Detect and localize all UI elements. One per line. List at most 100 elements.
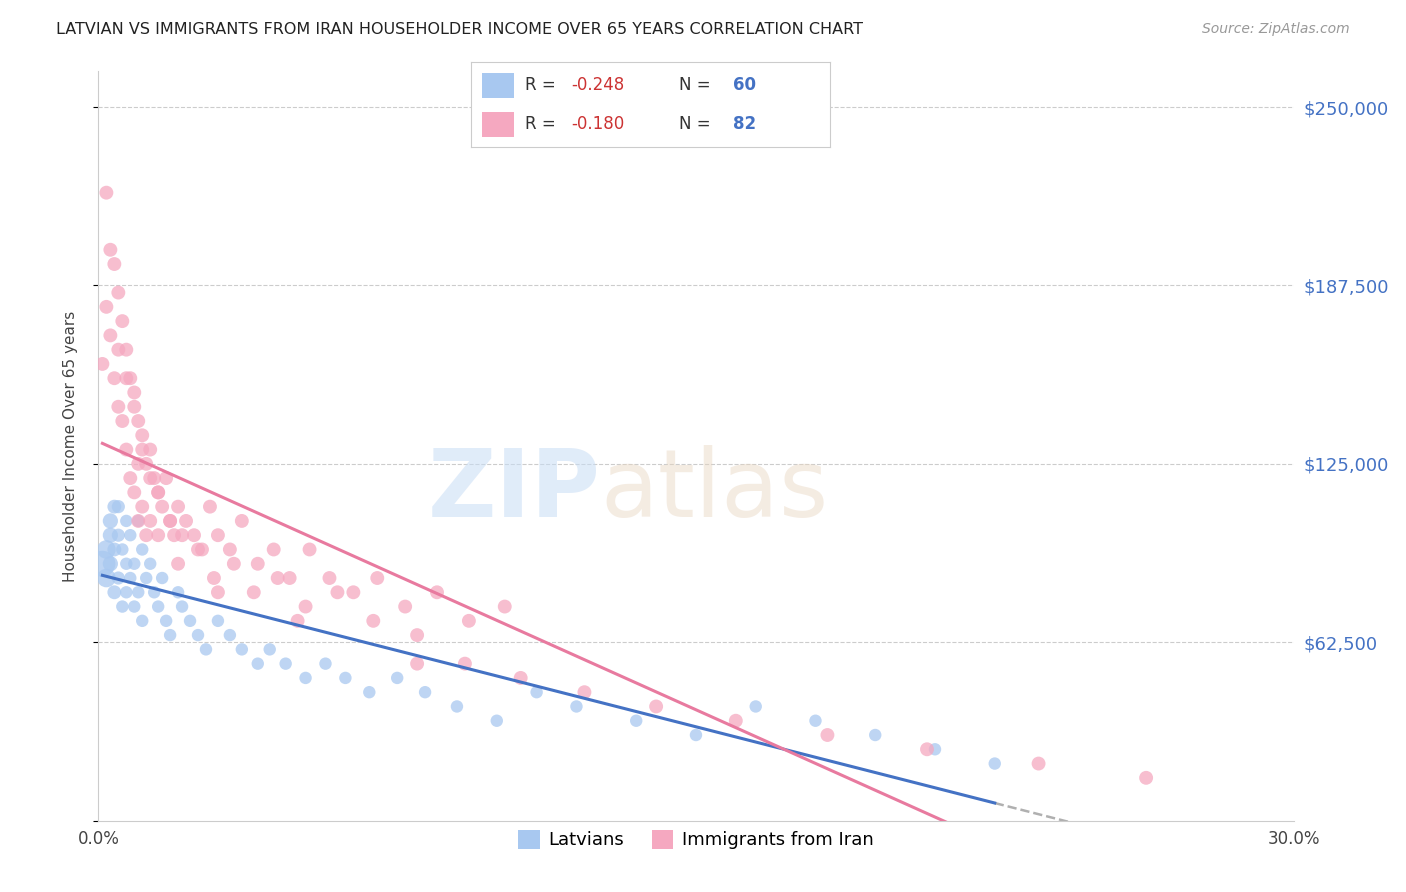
- Point: [318, 571, 340, 585]
- Point: [139, 514, 162, 528]
- Point: [124, 385, 146, 400]
- Point: [91, 357, 114, 371]
- Point: [96, 300, 118, 314]
- Text: atlas: atlas: [600, 445, 828, 537]
- Point: [127, 514, 149, 528]
- Point: [183, 528, 205, 542]
- Point: [150, 571, 173, 585]
- Text: 82: 82: [733, 115, 756, 133]
- Y-axis label: Householder Income Over 65 years: Householder Income Over 65 years: [63, 310, 77, 582]
- Text: N =: N =: [679, 77, 716, 95]
- Point: [131, 500, 153, 514]
- FancyBboxPatch shape: [482, 112, 515, 137]
- Point: [222, 557, 245, 571]
- Text: R =: R =: [524, 115, 561, 133]
- Point: [1135, 771, 1157, 785]
- Point: [172, 528, 194, 542]
- Point: [745, 699, 768, 714]
- Point: [139, 557, 162, 571]
- Point: [107, 571, 129, 585]
- Point: [163, 528, 186, 542]
- Point: [115, 557, 138, 571]
- Point: [231, 642, 253, 657]
- Point: [626, 714, 648, 728]
- Point: [124, 485, 146, 500]
- Point: [207, 614, 229, 628]
- Point: [406, 657, 429, 671]
- Text: -0.180: -0.180: [571, 115, 624, 133]
- Point: [174, 514, 197, 528]
- Point: [107, 500, 129, 514]
- Point: [120, 571, 142, 585]
- Point: [167, 500, 190, 514]
- Point: [131, 428, 153, 442]
- Point: [565, 699, 588, 714]
- Text: Source: ZipAtlas.com: Source: ZipAtlas.com: [1202, 22, 1350, 37]
- Point: [645, 699, 668, 714]
- Point: [984, 756, 1007, 771]
- Point: [91, 557, 114, 571]
- Point: [195, 642, 218, 657]
- Text: LATVIAN VS IMMIGRANTS FROM IRAN HOUSEHOLDER INCOME OVER 65 YEARS CORRELATION CHA: LATVIAN VS IMMIGRANTS FROM IRAN HOUSEHOL…: [56, 22, 863, 37]
- Point: [159, 514, 181, 528]
- Point: [159, 628, 181, 642]
- Point: [246, 557, 269, 571]
- Point: [259, 642, 281, 657]
- Point: [278, 571, 301, 585]
- Point: [155, 614, 177, 628]
- Point: [685, 728, 707, 742]
- Point: [148, 599, 170, 614]
- Point: [915, 742, 938, 756]
- Point: [335, 671, 357, 685]
- Point: [865, 728, 887, 742]
- Point: [103, 585, 125, 599]
- Point: [724, 714, 747, 728]
- Point: [924, 742, 946, 756]
- Point: [406, 628, 429, 642]
- Point: [115, 442, 138, 457]
- Point: [366, 571, 388, 585]
- Point: [187, 628, 209, 642]
- Point: [135, 571, 157, 585]
- Point: [120, 528, 142, 542]
- Point: [115, 371, 138, 385]
- Point: [246, 657, 269, 671]
- Text: N =: N =: [679, 115, 716, 133]
- Point: [267, 571, 290, 585]
- Point: [326, 585, 349, 599]
- Point: [1028, 756, 1050, 771]
- Point: [111, 542, 134, 557]
- Point: [219, 542, 242, 557]
- Point: [143, 585, 166, 599]
- Point: [815, 728, 838, 742]
- Point: [298, 542, 321, 557]
- Point: [148, 485, 170, 500]
- Point: [172, 599, 194, 614]
- Point: [131, 542, 153, 557]
- Point: [98, 514, 122, 528]
- Point: [98, 528, 122, 542]
- Point: [167, 557, 190, 571]
- Text: -0.248: -0.248: [571, 77, 624, 95]
- Point: [231, 514, 253, 528]
- Point: [107, 528, 129, 542]
- Point: [103, 257, 125, 271]
- Point: [315, 657, 337, 671]
- Point: [574, 685, 596, 699]
- Point: [98, 243, 122, 257]
- Point: [107, 343, 129, 357]
- Point: [115, 585, 138, 599]
- Point: [107, 285, 129, 300]
- Legend: Latvians, Immigrants from Iran: Latvians, Immigrants from Iran: [510, 822, 882, 856]
- Point: [446, 699, 468, 714]
- Point: [150, 500, 173, 514]
- Point: [159, 514, 181, 528]
- Point: [458, 614, 481, 628]
- Point: [135, 457, 157, 471]
- Point: [115, 343, 138, 357]
- Point: [127, 514, 149, 528]
- Point: [120, 371, 142, 385]
- Point: [139, 442, 162, 457]
- Point: [124, 599, 146, 614]
- Point: [363, 614, 385, 628]
